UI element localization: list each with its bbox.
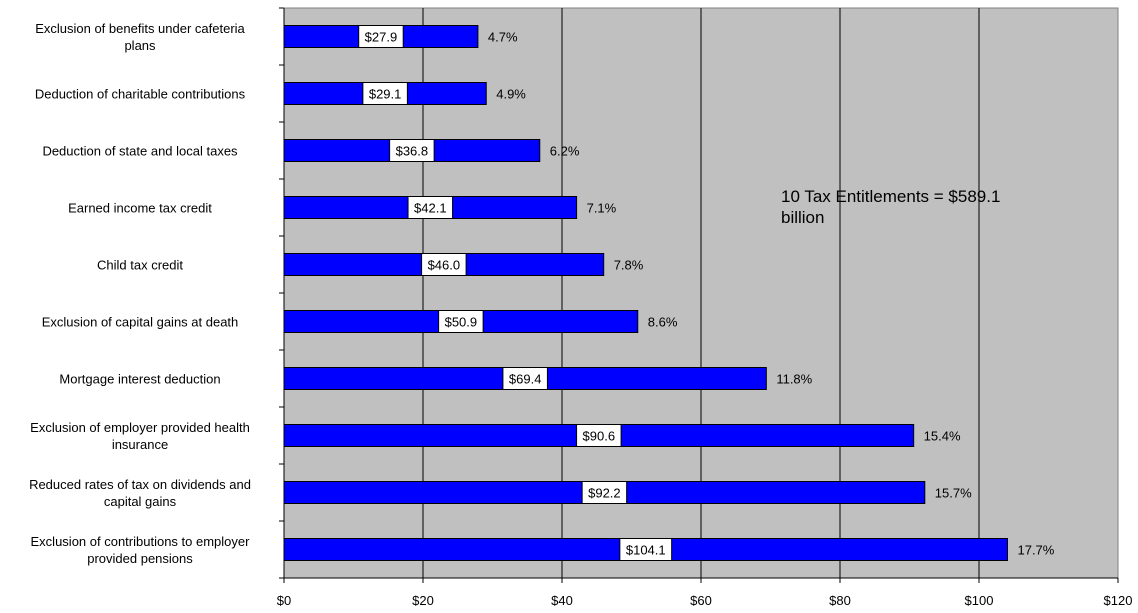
category-label: Deduction of charitable contributions — [35, 87, 246, 102]
value-label-box — [581, 481, 628, 504]
value-label: $29.1 — [369, 87, 402, 102]
category-label-line: Exclusion of employer provided health — [30, 420, 250, 435]
category-label: Exclusion of benefits under cafeteria pla… — [35, 21, 245, 53]
x-tick-label: $120 — [1104, 593, 1133, 608]
category-label: Earned income tax credit — [68, 201, 212, 216]
category-label-line: capital gains — [104, 494, 177, 509]
value-label-box — [619, 538, 673, 561]
value-label: $46.0 — [428, 258, 461, 273]
value-label-box — [438, 310, 484, 333]
percent-label: 15.4% — [924, 429, 961, 444]
value-label-box — [407, 196, 454, 219]
total-annotation: 10 Tax Entitlements = $589.1 billion — [781, 187, 1005, 227]
percent-label: 11.8% — [776, 372, 812, 387]
value-label-box — [576, 424, 622, 447]
percent-label: 7.8% — [614, 258, 644, 273]
value-label-box — [362, 82, 408, 105]
category-label: Child tax credit — [97, 258, 183, 273]
value-label: $92.2 — [588, 486, 621, 501]
value-label: $50.9 — [445, 315, 478, 330]
category-label: Reduced rates of tax on dividends and cap… — [29, 477, 251, 509]
x-tick-label: $40 — [551, 593, 573, 608]
category-label: Mortgage interest deduction — [59, 372, 220, 387]
category-label-line: Reduced rates of tax on dividends and — [29, 477, 251, 492]
category-label-line: Deduction of state and local taxes — [42, 144, 238, 159]
category-label-line: Mortgage interest deduction — [59, 372, 220, 387]
total-annotation-line-1: 10 Tax Entitlements = $589.1 — [781, 187, 1000, 206]
value-label: $104.1 — [626, 543, 666, 558]
x-tick-label: $20 — [412, 593, 434, 608]
value-label: $69.4 — [509, 372, 542, 387]
percent-label: 15.7% — [935, 486, 972, 501]
category-label: Deduction of state and local taxes — [42, 144, 238, 159]
value-label: $42.1 — [414, 201, 447, 216]
x-tick-label: $100 — [965, 593, 994, 608]
value-label-box — [502, 367, 548, 390]
category-label: Exclusion of capital gains at death — [42, 315, 239, 330]
value-label-box — [358, 25, 404, 48]
value-label: $90.6 — [583, 429, 616, 444]
value-label: $36.8 — [396, 144, 429, 159]
value-label: $27.9 — [365, 30, 398, 45]
category-label-line: insurance — [112, 437, 168, 452]
percent-label: 17.7% — [1017, 543, 1054, 558]
category-label-line: Child tax credit — [97, 258, 183, 273]
category-label-line: Exclusion of contributions to employer — [31, 534, 251, 549]
x-tick-label: $60 — [690, 593, 712, 608]
labels: $27.9 4.7% Exclusion of benefits under caf… — [29, 21, 1055, 566]
percent-label: 7.1% — [587, 201, 617, 216]
percent-label: 4.9% — [496, 87, 526, 102]
category-label-line: Exclusion of capital gains at death — [42, 315, 239, 330]
percent-label: 8.6% — [648, 315, 678, 330]
percent-label: 4.7% — [488, 30, 518, 45]
category-label: Exclusion of employer provided health ins… — [30, 420, 250, 452]
category-label: Exclusion of contributions to employer pr… — [31, 534, 251, 566]
category-label-line: Earned income tax credit — [68, 201, 212, 216]
percent-label: 6.2% — [550, 144, 580, 159]
x-tick-label: $0 — [277, 593, 291, 608]
total-annotation-line-2: billion — [781, 208, 824, 227]
value-label-box — [421, 253, 467, 276]
x-tick-label: $80 — [829, 593, 851, 608]
category-label-line: Deduction of charitable contributions — [35, 87, 246, 102]
value-label-box — [389, 139, 435, 162]
category-label-line: plans — [124, 38, 156, 53]
category-label-line: Exclusion of benefits under cafeteria — [35, 21, 245, 36]
category-label-line: provided pensions — [87, 551, 193, 566]
